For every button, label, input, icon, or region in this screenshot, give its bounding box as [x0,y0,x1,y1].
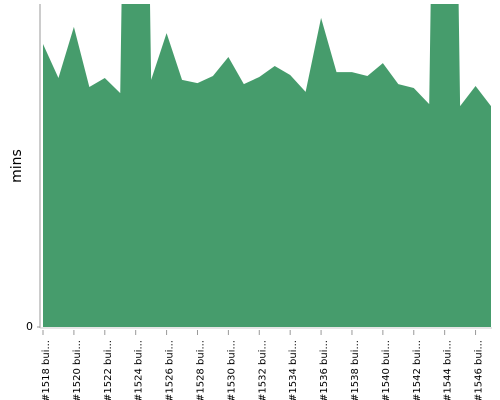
x-tick-label: #1526 bui... [165,340,176,400]
x-tick-label: #1530 bui... [226,340,237,400]
x-tick-label: #1538 bui... [350,340,361,400]
x-tick-label: #1542 bui... [412,340,423,400]
y-axis-label: mins [9,149,25,183]
plot-area [43,4,491,327]
x-tick-label: #1522 bui... [103,340,114,400]
x-tick-label: #1532 bui... [257,340,268,400]
x-tick-label: #1536 bui... [319,340,330,400]
x-tick-label: #1520 bui... [72,340,83,400]
x-tick-label: #1540 bui... [381,340,392,400]
x-tick-label: #1524 bui... [134,340,145,400]
x-tick-label: #1546 bui... [474,340,485,400]
x-tick-label: #1544 bui... [443,340,454,400]
x-tick-label: #1528 bui... [195,340,206,400]
area [43,4,491,327]
x-tick-label: #1534 bui... [288,340,299,400]
x-tick-label: #1518 bui... [41,340,52,400]
y-tick-label: 0 [26,320,33,333]
